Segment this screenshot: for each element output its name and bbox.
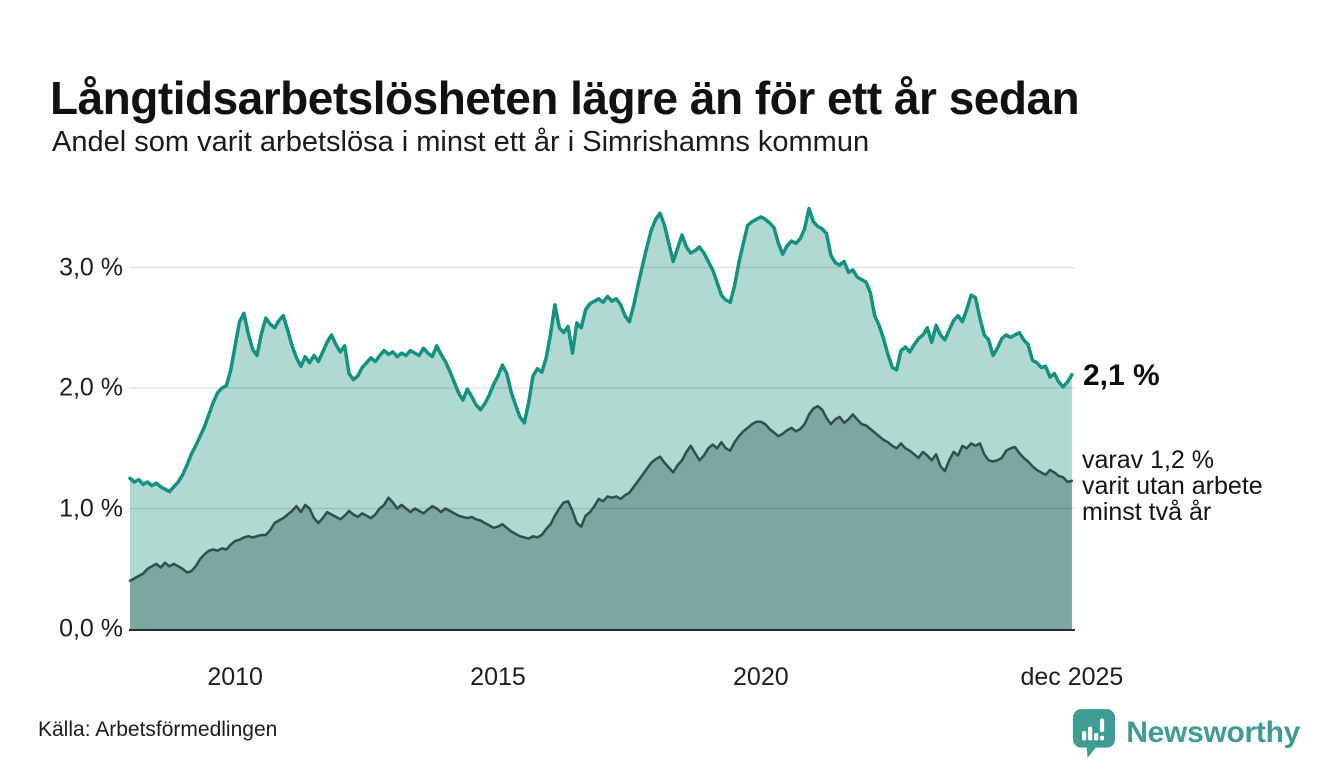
newsworthy-logo-icon [1073, 709, 1116, 758]
series-line [128, 404, 1074, 583]
x-axis-label: 2015 [470, 663, 526, 691]
y-axis-label: 0,0 % [59, 614, 123, 643]
page-title: Långtidsarbetslösheten lägre än för ett … [50, 71, 1080, 124]
page-subtitle: Andel som varit arbetslösa i minst ett å… [52, 126, 870, 158]
y-axis-label: 3,0 % [59, 253, 123, 281]
x-axis-label: 2010 [207, 663, 263, 691]
newsworthy-brand: Newsworthy [1072, 706, 1300, 760]
secondary-annotation-line: varit utan arbete [1082, 472, 1263, 500]
logo-bars-icon [1082, 718, 1105, 741]
series-area [130, 406, 1072, 629]
source-note: Källa: Arbetsförmedlingen [38, 718, 278, 741]
x-axis-label: 2020 [733, 663, 789, 691]
end-value-annotation: 2,1 % [1083, 359, 1160, 392]
y-axis-label: 1,0 % [59, 494, 123, 522]
y-axis-label: 2,0 % [59, 373, 123, 402]
secondary-annotation-line: minst två år [1082, 498, 1212, 526]
secondary-annotation-line: varav 1,2 % [1082, 446, 1215, 474]
series-line [128, 206, 1074, 494]
x-axis: 2010 2015 2020 dec 2025 [0, 663, 1340, 703]
y-axis: 0,0 % 1,0 % 2,0 % 3,0 % [0, 0, 123, 780]
secondary-annotation: varav 1,2 % varit utan arbete minst två … [1082, 447, 1263, 525]
x-axis-label: dec 2025 [1020, 663, 1124, 691]
brand-name: Newsworthy [1126, 716, 1300, 749]
logo-bubble-shape [1073, 709, 1116, 758]
